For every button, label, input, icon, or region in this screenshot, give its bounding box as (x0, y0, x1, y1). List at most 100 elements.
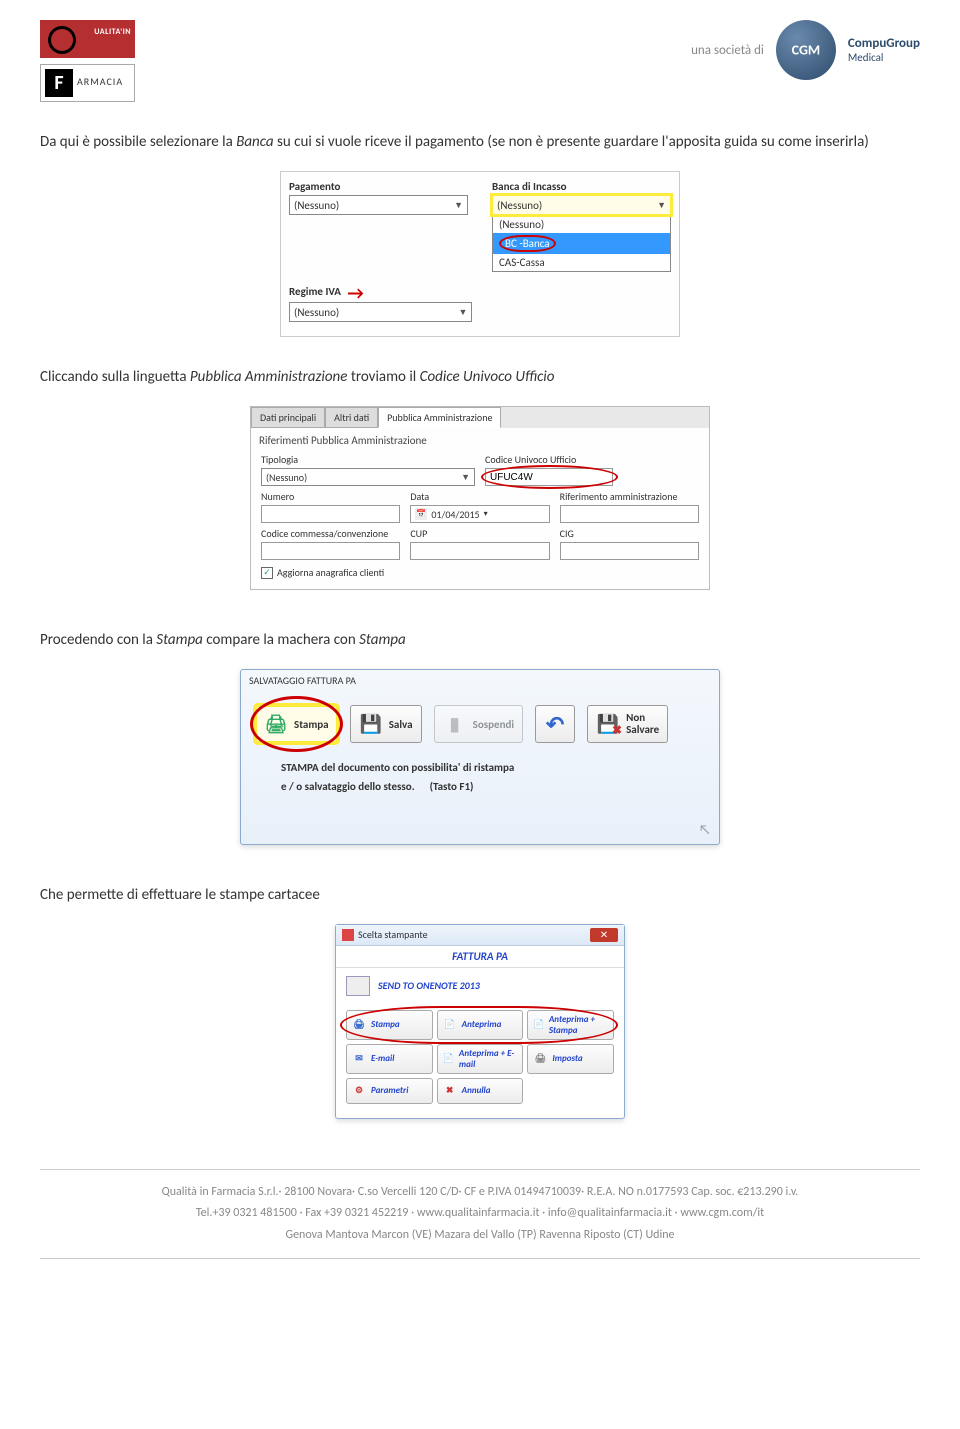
undo-arrow-icon: ↶ (543, 712, 567, 736)
window-titlebar: Scelta stampante ✕ (336, 925, 624, 946)
back-button[interactable]: ↶ (535, 705, 575, 743)
cgm-badge-text: CGM (792, 42, 820, 59)
aggiorna-label: Aggiorna anagrafica clienti (277, 566, 384, 579)
stampa-button[interactable]: 🖨 Stampa (255, 705, 338, 743)
p4-stampa-button[interactable]: 🖨 Stampa (346, 1010, 433, 1040)
red-circle-annotation: BC -Banca (499, 235, 556, 252)
p3-a: Procedendo con la (40, 631, 156, 649)
chevron-down-icon: ▼ (657, 200, 666, 211)
data-label: Data (410, 490, 549, 503)
cig-input[interactable] (560, 542, 699, 560)
p1-c: su cui si vuole riceve il pagamento (se … (274, 133, 869, 151)
page-footer: Qualità in Farmacia S.r.l.· 28100 Novara… (40, 1169, 920, 1260)
window-title-text: Scelta stampante (358, 928, 428, 941)
p4-anteprima-stampa-button[interactable]: 📄 Anteprima + Stampa (527, 1010, 614, 1040)
cgm-badge-icon: CGM (776, 20, 836, 80)
stampa-label: Stampa (294, 718, 329, 731)
p4-anteprima-label: Anteprima (462, 1019, 502, 1030)
floppy-icon: 💾 (359, 712, 383, 736)
regime-dropdown[interactable]: (Nessuno) ▼ (289, 302, 472, 322)
pagamento-value: (Nessuno) (294, 199, 339, 212)
pdf-print-icon: 📄 (532, 1017, 545, 1033)
banca-option-nessuno[interactable]: (Nessuno) (493, 216, 670, 233)
p4-email-label: E-mail (371, 1053, 394, 1064)
banca-dropdown[interactable]: (Nessuno) ▼ (492, 195, 671, 215)
aggiorna-checkbox-row[interactable]: ✓ Aggiorna anagrafica clienti (261, 566, 699, 579)
salva-label: Salva (389, 718, 413, 731)
printer-name: SEND TO ONENOTE 2013 (378, 979, 480, 992)
printer-icon: 🖨 (351, 1017, 367, 1033)
codice-univoco-input[interactable] (485, 468, 613, 486)
footer-line3: Genova Mantova Marcon (VE) Mazara del Va… (40, 1225, 920, 1247)
desc-line2b: (Tasto F1) (430, 780, 474, 793)
footer-line2: Tel.+39 0321 481500 · Fax +39 0321 45221… (40, 1203, 920, 1225)
p4-anteprima-email-button[interactable]: 📄 Anteprima + E-mail (437, 1044, 524, 1074)
banca-option-cas-cassa[interactable]: CAS-Cassa (493, 254, 670, 271)
panel-pubblica-amministrazione: Dati principali Altri dati Pubblica Ammi… (250, 406, 710, 590)
regime-value: (Nessuno) (294, 306, 339, 319)
sospendi-label: Sospendi (473, 718, 514, 731)
numero-label: Numero (261, 490, 400, 503)
riferimento-input[interactable] (560, 505, 699, 523)
pause-icon: ▮ (443, 712, 467, 736)
p4-stampa-label: Stampa (371, 1019, 400, 1030)
cup-input[interactable] (410, 542, 549, 560)
commessa-input[interactable] (261, 542, 400, 560)
commessa-label: Codice commessa/convenzione (261, 527, 400, 540)
regime-label: Regime IVA → (289, 278, 472, 300)
calendar-icon: 📅 (415, 508, 427, 520)
tab-dati-principali[interactable]: Dati principali (251, 407, 325, 428)
dialog-salvataggio: SALVATAGGIO FATTURA PA 🖨 Stampa 💾 Salva … (240, 669, 720, 845)
paragraph-3: Procedendo con la Stampa compare la mach… (40, 630, 920, 651)
p4-email-button[interactable]: ✉ E-mail (346, 1044, 433, 1074)
codice-univoco-wrapper (485, 468, 699, 486)
tipologia-value: (Nessuno) (266, 471, 307, 484)
tab-pubblica-amministrazione[interactable]: Pubblica Amministrazione (378, 407, 501, 428)
cgm-brand-label: CompuGroup Medical (848, 36, 920, 65)
p4-imposta-label: Imposta (552, 1053, 582, 1064)
p4-parametri-label: Parametri (371, 1085, 408, 1096)
tipologia-label: Tipologia (261, 453, 475, 466)
societa-di-label: una società di (691, 43, 764, 58)
p4-annulla-button[interactable]: ✖ Annulla (437, 1078, 524, 1104)
p4-parametri-button[interactable]: ⚙ Parametri (346, 1078, 433, 1104)
p1-b: Banca (236, 133, 273, 151)
sospendi-button[interactable]: ▮ Sospendi (434, 705, 523, 743)
logo-qualita-text: UALITA'IN (94, 28, 131, 38)
salva-button[interactable]: 💾 Salva (350, 705, 422, 743)
pagamento-dropdown[interactable]: (Nessuno) ▼ (289, 195, 468, 215)
cig-label: CIG (560, 527, 699, 540)
banca-dropdown-list: (Nessuno) BC -Banca CAS-Cassa (492, 215, 671, 272)
p3-c: compare la machera con (203, 631, 359, 649)
cgm-brand-bold: CompuGroup (848, 36, 920, 52)
tab-altri-dati[interactable]: Altri dati (325, 407, 378, 428)
floppy-cancel-icon: 💾✖ (596, 712, 620, 736)
banca-option-bc-banca[interactable]: BC -Banca (493, 233, 670, 254)
codice-univoco-label: Codice Univoco Ufficio (485, 453, 699, 466)
checkbox-checked-icon: ✓ (261, 567, 273, 579)
tipologia-dropdown[interactable]: (Nessuno) ▼ (261, 468, 475, 486)
p2-d: Codice Univoco Ufficio (420, 368, 555, 386)
chevron-down-icon: ▼ (454, 200, 463, 211)
p4-imposta-button[interactable]: 🖨 Imposta (527, 1044, 614, 1074)
paragraph-4: Che permette di effettuare le stampe car… (40, 885, 920, 906)
banca-value: (Nessuno) (497, 199, 542, 212)
data-value: 01/04/2015 (431, 508, 479, 521)
p4-antstampa-label: Anteprima + Stampa (549, 1014, 609, 1036)
p4-anteprima-button[interactable]: 📄 Anteprima (437, 1010, 524, 1040)
numero-input[interactable] (261, 505, 400, 523)
non-salvare-button[interactable]: 💾✖ Non Salvare (587, 705, 668, 743)
header-right: una società di CGM CompuGroup Medical (691, 20, 920, 80)
printer-selection[interactable]: SEND TO ONENOTE 2013 (336, 968, 624, 1004)
data-input[interactable]: 📅 01/04/2015 ▾ (410, 505, 549, 523)
riferimento-label: Riferimento amministrazione (560, 490, 699, 503)
panel-pagamento-banca: Pagamento (Nessuno) ▼ Banca di Incasso (… (280, 171, 680, 337)
non-salvare-label: Non Salvare (626, 712, 659, 736)
dialog-scelta-stampante: Scelta stampante ✕ FATTURA PA SEND TO ON… (335, 924, 625, 1119)
p1-a: Da qui è possibile selezionare la (40, 133, 236, 151)
cursor-icon: ↖ (241, 821, 719, 844)
pagamento-label: Pagamento (289, 180, 468, 193)
close-button[interactable]: ✕ (590, 928, 618, 942)
p4-annulla-label: Annulla (462, 1085, 491, 1096)
p4-antemail-label: Anteprima + E-mail (459, 1048, 518, 1070)
